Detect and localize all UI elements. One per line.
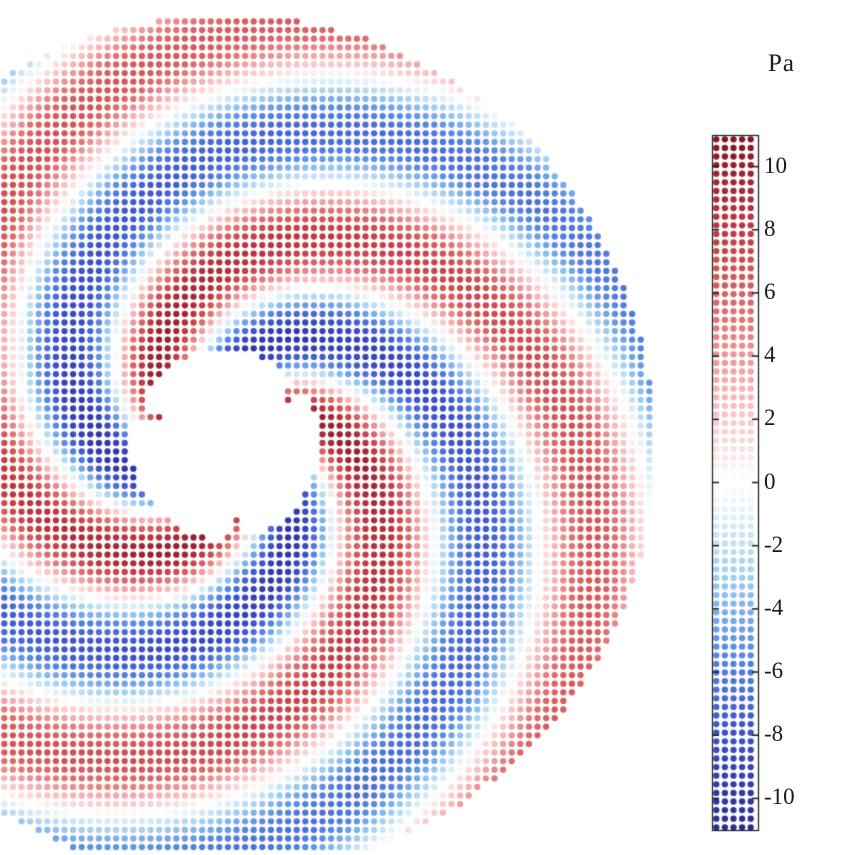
colorbar-tick-label: 0 xyxy=(764,468,776,494)
colorbar-tick-label: 10 xyxy=(764,152,787,178)
colorbar-tick-label: 6 xyxy=(764,278,776,304)
colorbar-tick-label: -4 xyxy=(764,594,784,620)
colorbar-tick-label: 4 xyxy=(764,342,776,368)
colorbar-unit-label: Pa xyxy=(768,50,795,77)
colorbar-tick-label: -10 xyxy=(764,784,795,810)
colorbar-tick-label: -2 xyxy=(764,531,784,557)
colorbar-tick-label: 2 xyxy=(764,405,776,431)
colorbar-tick-label: -6 xyxy=(764,658,784,684)
colorbar-tick-label: -8 xyxy=(764,721,784,747)
colorbar-tick-label: 8 xyxy=(764,215,776,241)
